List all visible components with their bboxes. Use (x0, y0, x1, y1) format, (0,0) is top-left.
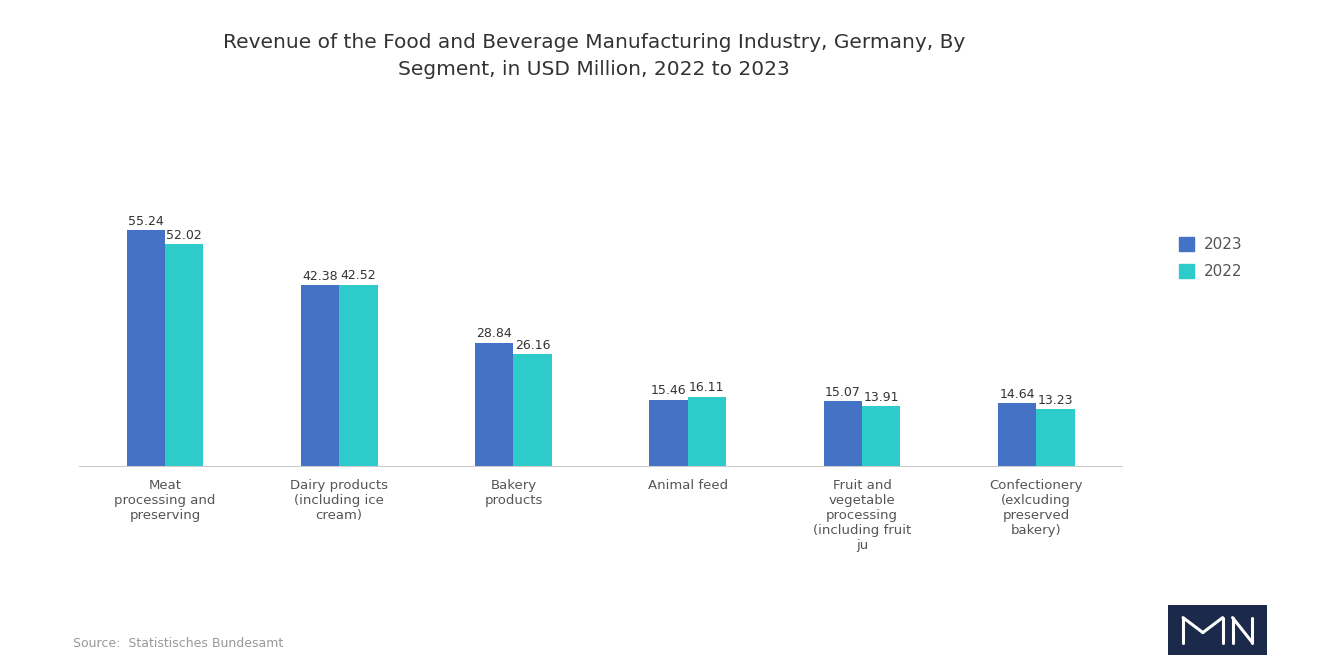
Text: 28.84: 28.84 (477, 327, 512, 340)
Bar (339, 285, 378, 466)
Text: Revenue of the Food and Beverage Manufacturing Industry, Germany, By
Segment, in: Revenue of the Food and Beverage Manufac… (223, 33, 965, 78)
Text: 13.91: 13.91 (863, 391, 899, 404)
Text: Source:  Statistisches Bundesamt: Source: Statistisches Bundesamt (73, 637, 282, 650)
Bar (1036, 409, 1074, 465)
Text: 15.07: 15.07 (825, 386, 861, 399)
Bar (688, 397, 726, 466)
Bar (513, 354, 552, 465)
Text: 15.46: 15.46 (651, 384, 686, 397)
Text: 55.24: 55.24 (128, 215, 164, 228)
Bar (301, 285, 339, 465)
Bar (998, 403, 1036, 466)
Bar (475, 342, 513, 466)
Text: 42.52: 42.52 (341, 269, 376, 282)
Text: 42.38: 42.38 (302, 269, 338, 283)
Text: 16.11: 16.11 (689, 382, 725, 394)
Legend: 2023, 2022: 2023, 2022 (1172, 229, 1250, 287)
Bar (862, 406, 900, 466)
Text: 13.23: 13.23 (1038, 394, 1073, 406)
Bar (165, 244, 203, 466)
Text: 52.02: 52.02 (166, 229, 202, 241)
Text: 14.64: 14.64 (999, 388, 1035, 400)
Bar (127, 230, 165, 466)
Text: 26.16: 26.16 (515, 338, 550, 352)
Bar (649, 400, 688, 465)
Bar (824, 402, 862, 465)
